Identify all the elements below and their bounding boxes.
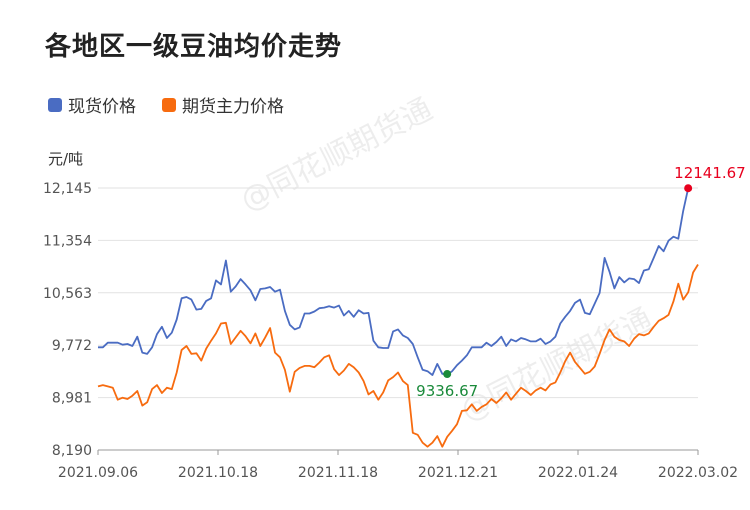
legend-label-futures: 期货主力价格 [182, 97, 284, 117]
legend-swatch-futures [162, 97, 176, 112]
x-tick-label: 2021.09.06 [58, 465, 138, 481]
y-tick-label: 11,354 [43, 233, 92, 249]
legend-item-spot[interactable]: 现货价格 [48, 92, 136, 117]
legend-swatch-spot [48, 97, 62, 112]
legend-item-futures[interactable]: 期货主力价格 [162, 92, 284, 117]
y-tick-label: 8,190 [52, 443, 92, 459]
legend-label-spot: 现货价格 [68, 97, 136, 117]
series-line-futures [97, 264, 699, 448]
x-tick-label: 2022.03.02 [658, 465, 738, 481]
chart-legend: 现货价格 期货主力价格 [48, 92, 310, 117]
y-tick-label: 12,145 [43, 181, 92, 197]
min-point-marker [443, 370, 452, 379]
max-point-label: 12141.67 [674, 164, 746, 182]
y-axis-unit: 元/吨 [48, 150, 84, 168]
max-point-marker [684, 184, 693, 193]
x-tick-label: 2021.10.18 [178, 465, 258, 481]
x-tick-label: 2022.01.24 [538, 465, 618, 481]
x-tick-label: 2021.12.21 [418, 465, 498, 481]
chart-title: 各地区一级豆油均价走势 [45, 32, 343, 62]
series-line-spot [98, 188, 690, 376]
min-point-label: 9336.67 [416, 382, 478, 400]
y-tick-label: 9,772 [52, 338, 92, 354]
y-tick-label: 10,563 [43, 286, 92, 302]
x-tick-label: 2021.11.18 [298, 465, 378, 481]
y-tick-label: 8,981 [52, 391, 92, 407]
